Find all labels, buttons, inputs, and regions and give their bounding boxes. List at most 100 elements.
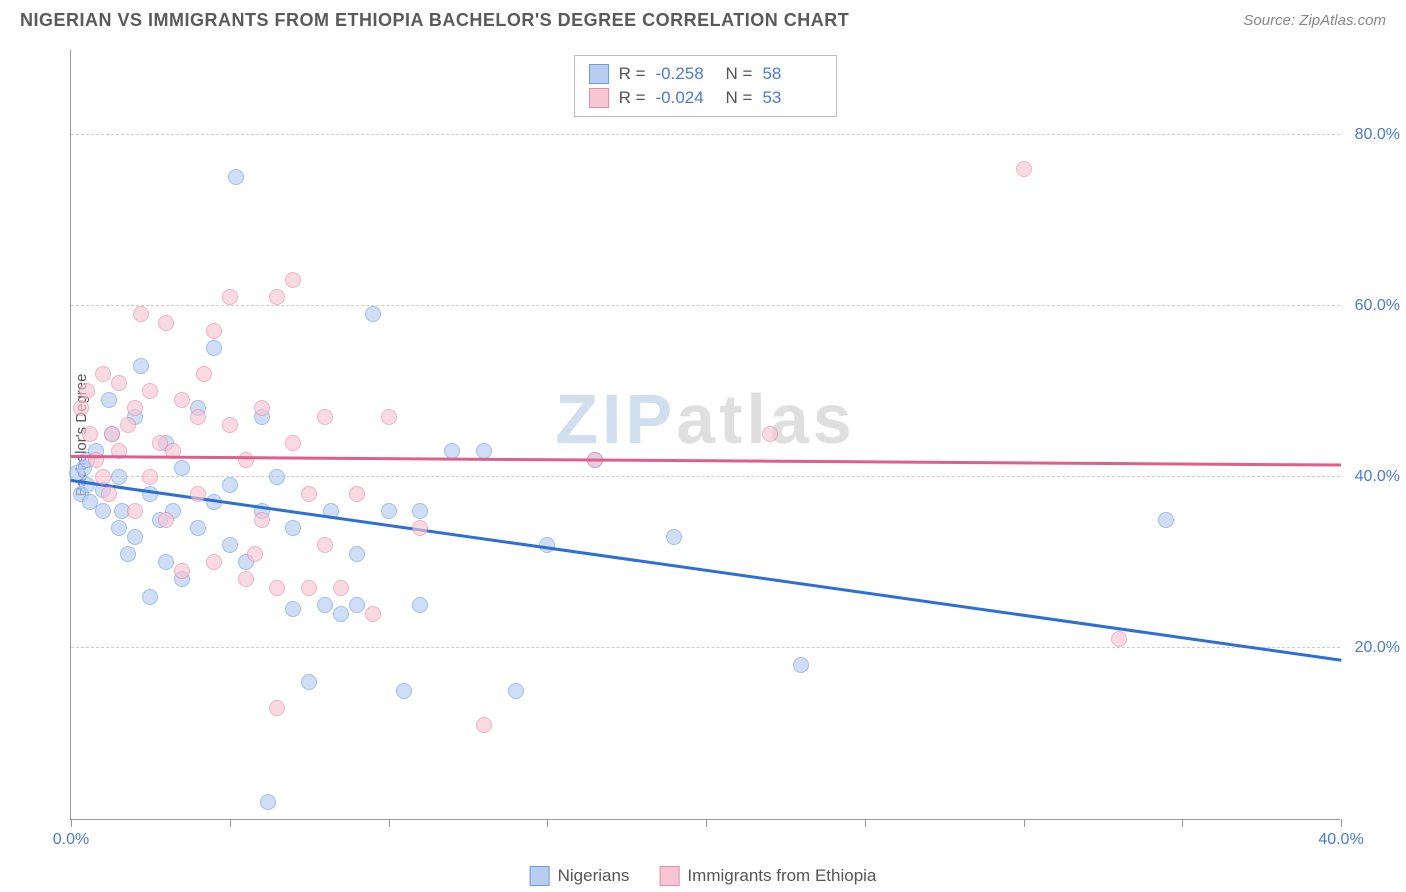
data-point: [127, 400, 143, 416]
data-point: [1158, 512, 1174, 528]
data-point: [396, 683, 412, 699]
data-point: [127, 503, 143, 519]
data-point: [349, 546, 365, 562]
data-point: [285, 435, 301, 451]
gridline: [71, 134, 1340, 135]
data-point: [349, 486, 365, 502]
data-point: [381, 409, 397, 425]
data-point: [412, 520, 428, 536]
data-point: [269, 580, 285, 596]
bottom-legend: Nigerians Immigrants from Ethiopia: [530, 866, 877, 886]
data-point: [190, 409, 206, 425]
data-point: [120, 417, 136, 433]
watermark-part2: atlas: [676, 380, 856, 458]
data-point: [206, 340, 222, 356]
data-point: [269, 289, 285, 305]
y-tick-label: 20.0%: [1355, 639, 1400, 657]
data-point: [158, 554, 174, 570]
n-value-1: 53: [762, 88, 822, 108]
legend-item-1: Immigrants from Ethiopia: [659, 866, 876, 886]
data-point: [73, 400, 89, 416]
data-point: [762, 426, 778, 442]
data-point: [111, 520, 127, 536]
data-point: [285, 520, 301, 536]
r-value-1: -0.024: [656, 88, 716, 108]
data-point: [222, 417, 238, 433]
n-label: N =: [726, 88, 753, 108]
data-point: [111, 375, 127, 391]
data-point: [260, 794, 276, 810]
y-tick-label: 80.0%: [1355, 126, 1400, 144]
data-point: [127, 529, 143, 545]
data-point: [269, 700, 285, 716]
trend-line-0: [71, 479, 1341, 661]
data-point: [228, 169, 244, 185]
x-tick: [1182, 819, 1183, 827]
data-point: [285, 272, 301, 288]
stats-row-series-0: R = -0.258 N = 58: [589, 62, 823, 86]
data-point: [412, 503, 428, 519]
data-point: [254, 512, 270, 528]
stats-legend-box: R = -0.258 N = 58 R = -0.024 N = 53: [574, 55, 838, 117]
data-point: [95, 503, 111, 519]
gridline: [71, 647, 1340, 648]
legend-item-0: Nigerians: [530, 866, 630, 886]
data-point: [174, 392, 190, 408]
data-point: [95, 366, 111, 382]
x-tick: [1341, 819, 1342, 827]
data-point: [412, 597, 428, 613]
x-tick-label: 0.0%: [53, 831, 89, 849]
x-tick-label: 40.0%: [1318, 831, 1363, 849]
source-label: Source:: [1243, 12, 1299, 29]
data-point: [158, 512, 174, 528]
data-point: [82, 426, 98, 442]
data-point: [381, 503, 397, 519]
data-point: [142, 469, 158, 485]
data-point: [79, 383, 95, 399]
chart-title: NIGERIAN VS IMMIGRANTS FROM ETHIOPIA BAC…: [20, 10, 849, 31]
data-point: [317, 409, 333, 425]
data-point: [222, 537, 238, 553]
data-point: [206, 554, 222, 570]
data-point: [333, 580, 349, 596]
y-tick-label: 40.0%: [1355, 468, 1400, 486]
data-point: [142, 486, 158, 502]
data-point: [365, 306, 381, 322]
data-point: [254, 400, 270, 416]
x-tick: [1024, 819, 1025, 827]
legend-label-0: Nigerians: [558, 866, 630, 886]
data-point: [95, 469, 111, 485]
data-point: [508, 683, 524, 699]
data-point: [476, 717, 492, 733]
data-point: [120, 546, 136, 562]
data-point: [222, 289, 238, 305]
data-point: [1016, 161, 1032, 177]
source-attribution: Source: ZipAtlas.com: [1243, 12, 1386, 29]
plot-area: ZIPatlas R = -0.258 N = 58 R = -0.024 N …: [70, 50, 1340, 820]
watermark: ZIPatlas: [555, 379, 855, 459]
swatch-series-0: [589, 64, 609, 84]
data-point: [88, 452, 104, 468]
data-point: [196, 366, 212, 382]
data-point: [476, 443, 492, 459]
legend-label-1: Immigrants from Ethiopia: [687, 866, 876, 886]
gridline: [71, 476, 1340, 477]
data-point: [238, 571, 254, 587]
data-point: [285, 601, 301, 617]
chart-container: Bachelor's Degree ZIPatlas R = -0.258 N …: [50, 50, 1390, 820]
data-point: [206, 323, 222, 339]
data-point: [269, 469, 285, 485]
data-point: [222, 477, 238, 493]
data-point: [101, 486, 117, 502]
data-point: [365, 606, 381, 622]
x-tick: [389, 819, 390, 827]
stats-row-series-1: R = -0.024 N = 53: [589, 86, 823, 110]
data-point: [142, 589, 158, 605]
data-point: [190, 486, 206, 502]
y-tick-label: 60.0%: [1355, 297, 1400, 315]
data-point: [247, 546, 263, 562]
data-point: [174, 563, 190, 579]
data-point: [301, 580, 317, 596]
data-point: [333, 606, 349, 622]
data-point: [158, 315, 174, 331]
